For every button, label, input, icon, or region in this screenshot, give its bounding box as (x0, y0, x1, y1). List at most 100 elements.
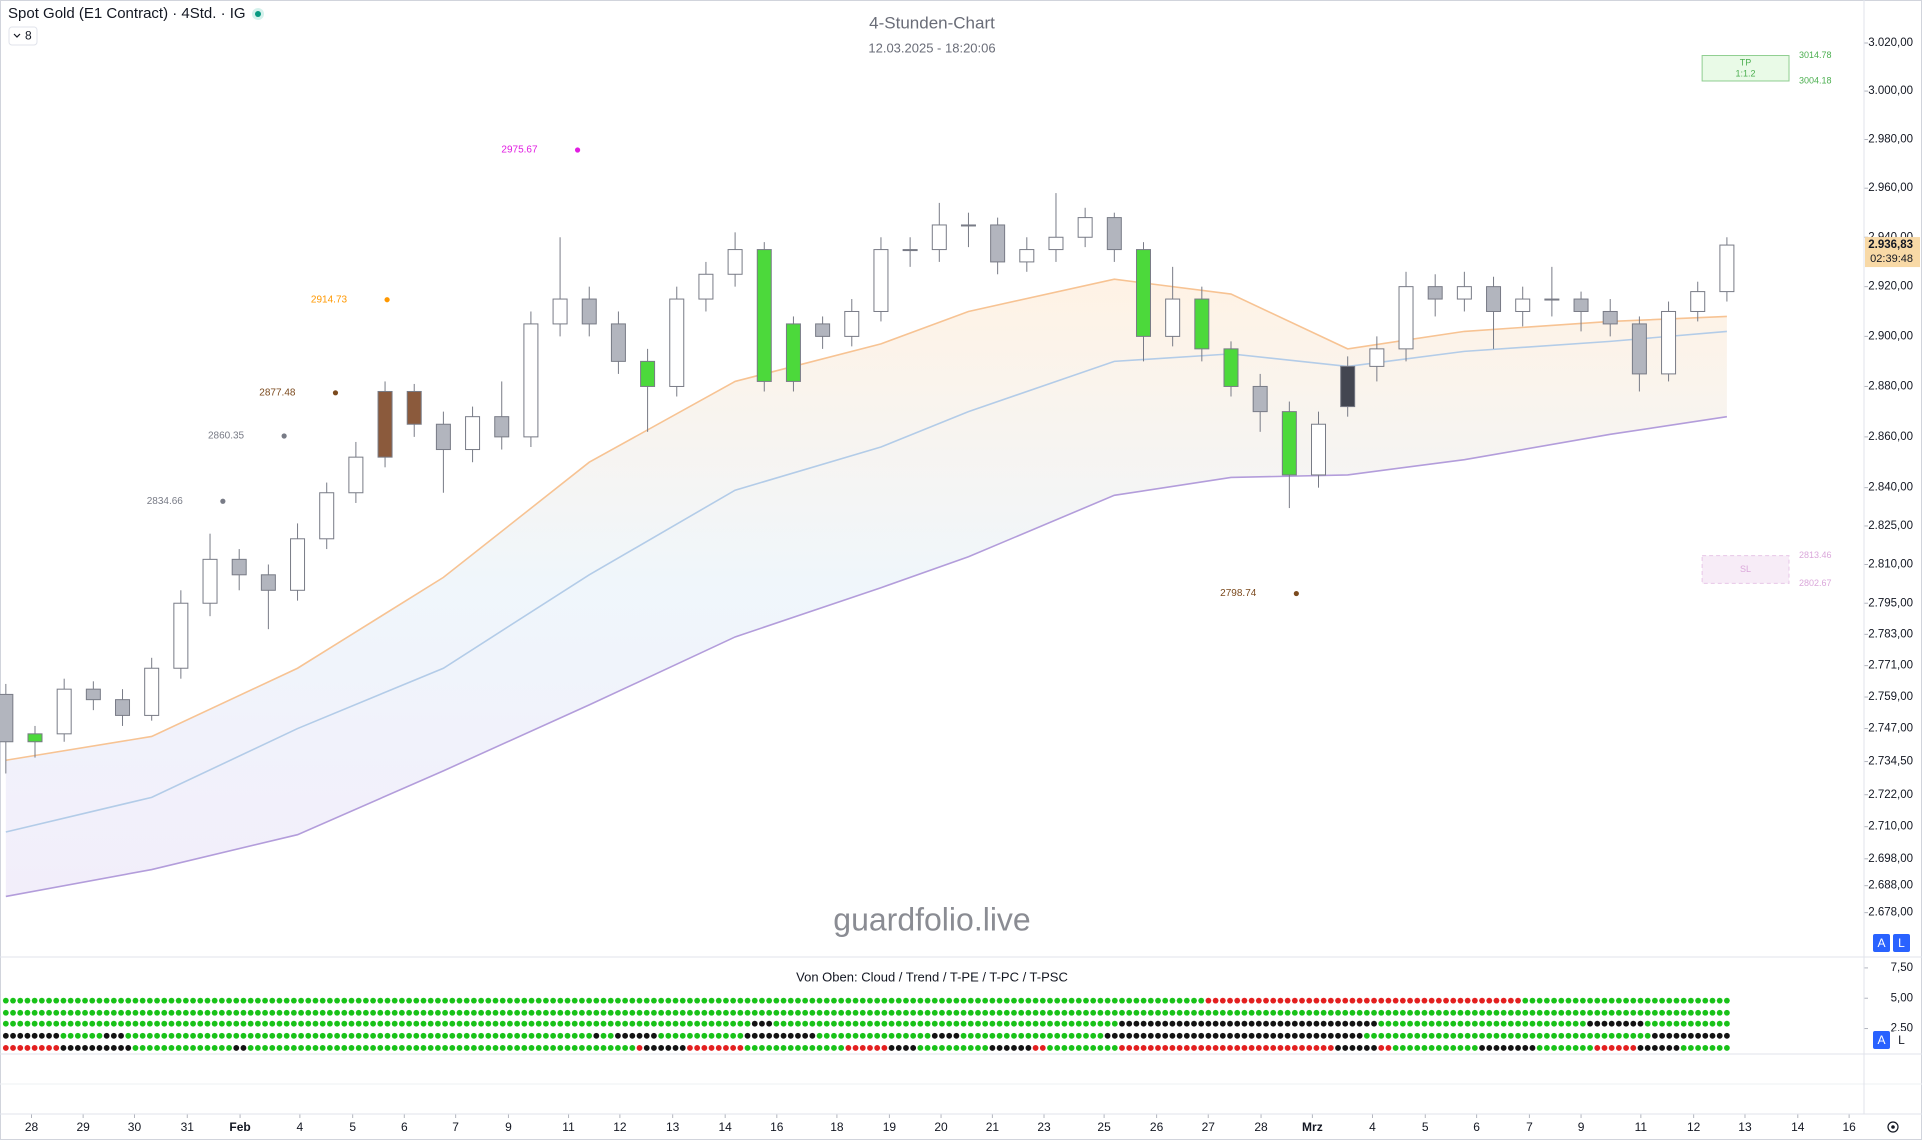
signal-dot (1479, 1032, 1485, 1039)
signal-dot (1277, 1032, 1284, 1039)
signal-dot (672, 1045, 679, 1051)
signal-dot (852, 1020, 859, 1027)
signal-dot (53, 997, 60, 1004)
signal-dot (564, 1020, 571, 1027)
signal-dot (1147, 1020, 1154, 1027)
signal-dot (1587, 1032, 1593, 1039)
signal-dot (211, 997, 218, 1004)
signal-dot (1536, 1045, 1543, 1051)
signal-dot (1421, 1009, 1428, 1016)
signal-dot (305, 1009, 312, 1016)
log-scale-label[interactable]: L (1898, 936, 1905, 950)
signal-dot (312, 1020, 319, 1027)
indicator-toggle[interactable] (8, 26, 38, 46)
signal-dot (463, 1020, 470, 1027)
signal-dot (1507, 1032, 1514, 1039)
signal-dot (600, 1045, 607, 1051)
signal-dot (802, 1032, 809, 1039)
candle-body (873, 249, 889, 312)
signal-dot (989, 1032, 996, 1039)
signal-dot (931, 1045, 938, 1051)
signal-dot (665, 1020, 672, 1027)
indicator-count[interactable]: 8 (25, 29, 32, 43)
signal-dot (240, 997, 247, 1004)
log-scale-button[interactable] (1893, 1031, 1910, 1049)
signal-dot (283, 1045, 290, 1051)
x-tick-label: 13 (1738, 1120, 1752, 1134)
signal-dot (715, 1045, 722, 1051)
log-scale-button[interactable] (1893, 934, 1910, 952)
signal-dot (881, 1045, 888, 1051)
signal-dot (1075, 1020, 1082, 1027)
candle-body (1019, 249, 1035, 263)
signal-dot (1392, 1045, 1399, 1051)
auto-scale-button[interactable] (1873, 934, 1890, 952)
signal-dot (1414, 1020, 1421, 1027)
signal-dot (10, 1045, 16, 1051)
signal-dot (658, 1045, 665, 1051)
signal-dot (1162, 997, 1169, 1004)
signal-dot (1248, 1045, 1255, 1051)
signal-dot (1443, 1045, 1449, 1051)
signal-dot (967, 1009, 974, 1016)
signal-dot (1695, 1020, 1701, 1027)
signal-dot (679, 997, 686, 1004)
signal-dot (211, 1045, 218, 1051)
signal-dot (132, 1032, 139, 1039)
auto-scale-label[interactable]: A (1877, 936, 1885, 950)
signal-dot (377, 1045, 384, 1051)
signal-dot (478, 1045, 485, 1051)
signal-dot (146, 1020, 153, 1027)
signal-dot (665, 997, 672, 1004)
y-tick-label: 2.860,00 (1868, 431, 1913, 443)
signal-dot (175, 997, 182, 1004)
x-tick-label: 16 (770, 1120, 784, 1134)
signal-dot (1716, 1009, 1723, 1016)
signal-dot (1399, 1009, 1406, 1016)
signal-dot (1695, 997, 1701, 1004)
signal-dot (370, 997, 376, 1004)
candle-body (1077, 217, 1093, 238)
signal-dot (1407, 1045, 1413, 1051)
signal-dot (427, 1009, 434, 1016)
signal-dot (1385, 1020, 1392, 1027)
signal-dot (1090, 1020, 1097, 1027)
signal-dot (831, 1020, 837, 1027)
auto-scale-label[interactable]: A (1877, 1033, 1885, 1047)
signal-dot (917, 1020, 924, 1027)
settings-icon[interactable] (1887, 1121, 1899, 1133)
signal-dot (1378, 1032, 1385, 1039)
signal-dot (1097, 1045, 1104, 1051)
signal-dot (1349, 1045, 1356, 1051)
signal-dot (1457, 1020, 1464, 1027)
signal-dot (521, 1045, 528, 1051)
signal-dot (391, 1009, 398, 1016)
signal-dot (651, 1032, 657, 1039)
signal-dot (276, 997, 283, 1004)
candle-body (1252, 385, 1268, 413)
signal-dot (290, 1009, 297, 1016)
signal-dot (924, 1032, 931, 1039)
signal-dot (1255, 1045, 1262, 1051)
signal-dot (1471, 1045, 1478, 1051)
signal-dot (1608, 1009, 1615, 1016)
signal-dot (139, 1032, 146, 1039)
signal-dot (1450, 1032, 1457, 1039)
signal-dot (262, 1032, 268, 1039)
signal-dot (384, 997, 391, 1004)
signal-dot (406, 1009, 412, 1016)
auto-scale-button[interactable] (1873, 1031, 1890, 1049)
signal-dot (435, 997, 441, 1004)
signal-dot (867, 1020, 873, 1027)
signal-dot (449, 1020, 456, 1027)
signal-dot (211, 1009, 218, 1016)
signal-dot (514, 1020, 521, 1027)
signal-dot (103, 1032, 110, 1039)
signal-dot (427, 1020, 434, 1027)
signal-dot (1673, 1032, 1680, 1039)
signal-dot (787, 1009, 794, 1016)
signal-dot (305, 1020, 312, 1027)
log-scale-label[interactable]: L (1898, 1033, 1905, 1047)
signal-dot (780, 1009, 787, 1016)
